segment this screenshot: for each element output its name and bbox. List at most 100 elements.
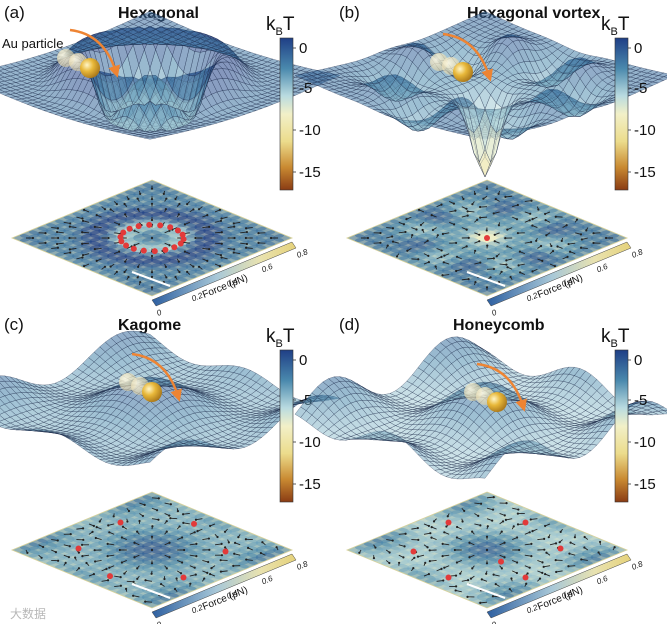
force-arrow: [51, 247, 58, 249]
force-arrow: [69, 226, 77, 229]
trap-site-dot: [177, 240, 184, 247]
force-arrow: [246, 559, 253, 561]
colorbar-tick-label: -10: [299, 122, 321, 139]
colorbar-unit-label: kBT: [601, 14, 630, 38]
colorbar-tick-label: -10: [634, 434, 656, 451]
force-arrow: [568, 242, 576, 245]
force-tick-label: 0.2: [525, 291, 539, 304]
force-arrow: [429, 559, 437, 562]
trap-site-dot: [123, 242, 130, 249]
force-arrow: [107, 543, 115, 546]
force-tick-label: 0.4: [560, 276, 574, 289]
force-map: [10, 179, 294, 297]
colorbar-gradient: [279, 37, 294, 191]
motion-path-arrow: [476, 362, 527, 412]
force-arrow: [246, 247, 253, 249]
force-arrow: [107, 554, 115, 557]
force-arrow: [461, 278, 469, 281]
force-tick-label: 0.2: [190, 291, 204, 304]
trap-site-dot: [498, 558, 504, 565]
force-tick-label: 0.8: [295, 559, 309, 572]
trap-site-dot: [179, 231, 186, 238]
force-arrow: [189, 543, 197, 546]
force-arrow: [398, 533, 406, 535]
trap-site-dot: [126, 225, 133, 232]
force-tick-label: 0.6: [595, 574, 609, 587]
force-map: [10, 491, 294, 609]
panel-c: (c)KagomekBT0-5-10-1500.20.40.60.8Force …: [0, 315, 341, 624]
force-tick-label: 0: [490, 308, 498, 318]
au-particle-group: [464, 362, 527, 412]
au-particle-group: [119, 352, 182, 402]
force-arrow: [537, 538, 545, 541]
force-arrow: [126, 580, 134, 583]
force-arrow: [76, 527, 84, 530]
force-arrow: [94, 226, 102, 229]
panel-title: Kagome: [118, 317, 181, 334]
force-tick-label: 0: [155, 620, 163, 624]
panel-d: (d)HoneycombkBT0-5-10-1500.20.40.60.8For…: [294, 315, 667, 624]
trap-site-dot: [191, 520, 197, 527]
force-arrow: [240, 231, 247, 234]
colorbar-tick-label: -15: [299, 476, 321, 493]
force-colorbar-gradient: [486, 241, 632, 307]
force-arrow: [530, 518, 538, 520]
scale-bar: [131, 583, 171, 599]
force-arrow: [145, 601, 153, 603]
force-arrow: [214, 242, 222, 245]
force-arrow: [189, 554, 197, 557]
colorbar-unit-label: kBT: [266, 326, 295, 350]
force-arrow: [499, 263, 507, 266]
motion-path-arrow: [442, 32, 493, 82]
force-arrow: [492, 595, 500, 598]
force-arrow: [183, 513, 190, 515]
scale-bar: [466, 583, 506, 599]
force-arrow: [57, 231, 64, 234]
au-particle: [80, 58, 100, 78]
trap-site-dot: [557, 545, 564, 552]
au-particle: [487, 392, 507, 412]
force-tick-label: 0: [155, 308, 163, 318]
force-tick-label: 0.6: [595, 262, 609, 275]
panel-label: (b): [339, 3, 360, 22]
force-arrow: [505, 195, 513, 198]
energy-surface-mesh: [0, 330, 341, 466]
force-arrow: [398, 231, 406, 234]
colorbar-tick-label: -5: [634, 80, 647, 97]
trap-site-dot: [140, 247, 147, 254]
colorbar-unit-label: kBT: [601, 326, 630, 350]
force-arrow: [151, 497, 159, 499]
colorbar-tick-label: 0: [299, 40, 307, 57]
force-arrow: [220, 570, 228, 573]
force-arrow: [386, 227, 393, 229]
force-map: [345, 179, 629, 297]
trap-site-dot: [151, 248, 158, 255]
force-arrow: [480, 216, 488, 219]
force-colorbar-gradient: [486, 553, 632, 619]
watermark-text: 大数据: [10, 606, 46, 621]
trap-site-dot: [117, 519, 124, 526]
colorbar-tick-label: -15: [634, 164, 656, 181]
colorbar-tick-label: -15: [299, 164, 321, 181]
force-tick-label: 0.6: [260, 574, 274, 587]
energy-surface-mesh: [294, 336, 667, 480]
force-tick-label: 0.6: [260, 262, 274, 275]
force-arrow: [183, 241, 190, 244]
force-arrow: [442, 554, 450, 557]
trap-site-dot: [146, 221, 153, 228]
force-arrow: [524, 543, 532, 546]
panel-b: (b) Hexagonal vortexkBT0-5-10-1500.20.40.…: [294, 3, 667, 318]
force-arrow: [240, 242, 247, 245]
force-arrow: [82, 231, 90, 234]
au-particle: [142, 382, 162, 402]
force-arrow: [581, 247, 588, 249]
au-particle-annotation: Au particle: [2, 36, 63, 51]
trap-site-dot: [107, 573, 113, 580]
panel-title: Honeycomb: [453, 317, 545, 334]
colorbar-gradient: [614, 37, 629, 191]
force-arrow: [69, 247, 77, 250]
force-arrow: [114, 232, 121, 235]
